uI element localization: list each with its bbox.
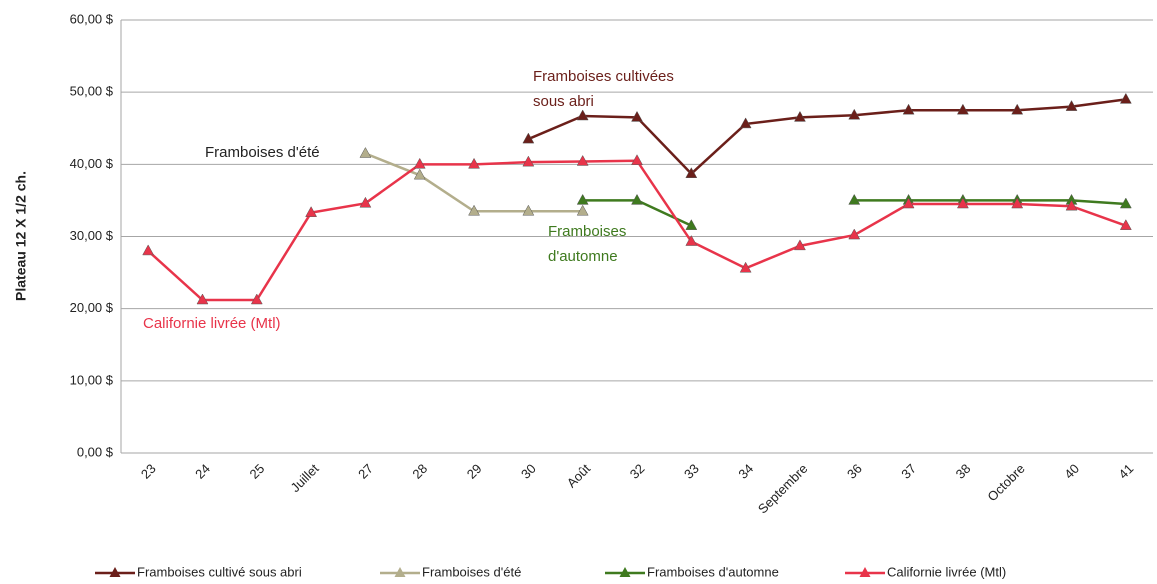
marker	[848, 193, 861, 205]
marker	[305, 206, 318, 217]
x-tick-label: 23	[138, 461, 159, 482]
marker	[359, 146, 372, 158]
marker	[576, 193, 589, 205]
x-tick-label: 41	[1116, 461, 1137, 482]
marker	[522, 132, 535, 144]
marker	[685, 167, 698, 178]
marker	[522, 155, 535, 167]
marker	[196, 293, 209, 305]
series	[522, 92, 1132, 178]
marker	[956, 197, 969, 209]
marker	[576, 204, 589, 216]
marker	[576, 109, 589, 121]
x-tick-label: 29	[464, 461, 485, 482]
marker	[1065, 199, 1078, 211]
annotation: Californie livrée (Mtl)	[143, 315, 281, 332]
marker	[902, 103, 915, 115]
marker	[685, 235, 698, 246]
x-tick-label: Juillet	[288, 461, 322, 495]
marker	[359, 196, 372, 208]
marker	[1119, 197, 1132, 209]
annotation: Framboises d'été	[205, 144, 320, 161]
x-tick-label: Septembre	[755, 461, 811, 517]
marker	[250, 293, 263, 305]
legend-marker	[859, 567, 871, 577]
legend-marker	[619, 567, 631, 577]
x-tick-label: 30	[518, 461, 539, 482]
y-tick-label: 30,00 $	[70, 228, 114, 243]
annotation: Framboises	[548, 223, 626, 240]
marker	[1011, 103, 1024, 115]
legend-marker	[394, 567, 406, 577]
x-tick-label: 34	[735, 461, 756, 482]
marker	[1119, 219, 1132, 230]
x-tick-label: 25	[247, 461, 268, 482]
annotation: d'automne	[548, 248, 618, 265]
marker	[1065, 100, 1078, 111]
series	[359, 146, 589, 216]
marker	[576, 154, 589, 166]
x-tick-label: 33	[681, 461, 702, 482]
annotation: sous abri	[533, 93, 594, 110]
marker	[794, 110, 806, 122]
marker	[1119, 92, 1132, 104]
marker	[739, 117, 752, 129]
x-tick-label: 32	[627, 461, 648, 482]
y-tick-label: 0,00 $	[77, 444, 114, 459]
series	[142, 154, 1132, 305]
x-tick-label: 28	[409, 461, 430, 482]
x-tick-label: 27	[355, 461, 376, 482]
legend-label: Framboises cultivé sous abri	[137, 564, 302, 579]
marker	[631, 193, 643, 205]
marker	[631, 110, 643, 122]
y-tick-label: 50,00 $	[70, 84, 114, 99]
y-tick-label: 10,00 $	[70, 372, 114, 387]
marker	[794, 239, 806, 251]
marker	[522, 204, 535, 216]
marker	[468, 204, 480, 216]
series-line	[147, 159, 1127, 302]
marker	[739, 261, 752, 273]
annotation: Framboises cultivées	[533, 68, 674, 85]
marker	[902, 197, 915, 209]
x-tick-label: Octobre	[984, 461, 1027, 504]
series	[576, 193, 1132, 230]
marker	[631, 154, 643, 165]
marker	[1011, 197, 1024, 209]
x-tick-label: 24	[192, 461, 213, 482]
x-tick-label: 36	[844, 461, 865, 482]
marker	[848, 108, 861, 120]
marker	[413, 157, 426, 169]
legend-label: Framboises d'été	[422, 564, 521, 579]
x-tick-label: Août	[564, 461, 594, 491]
marker	[956, 103, 969, 115]
marker	[142, 244, 155, 256]
x-tick-label: 40	[1061, 461, 1082, 482]
x-tick-label: 37	[898, 461, 919, 482]
marker	[413, 168, 426, 180]
y-axis-label: Plateau 12 X 1/2 ch.	[13, 171, 29, 301]
legend-label: Framboises d'automne	[647, 564, 779, 579]
marker	[848, 228, 861, 240]
series-line	[527, 98, 1127, 176]
y-tick-label: 20,00 $	[70, 300, 114, 315]
marker	[685, 219, 698, 230]
y-tick-label: 40,00 $	[70, 156, 114, 171]
x-tick-label: 38	[953, 461, 974, 482]
y-tick-label: 60,00 $	[70, 11, 114, 26]
legend-label: Californie livrée (Mtl)	[887, 564, 1006, 579]
legend-marker	[109, 567, 121, 577]
marker	[468, 157, 480, 169]
